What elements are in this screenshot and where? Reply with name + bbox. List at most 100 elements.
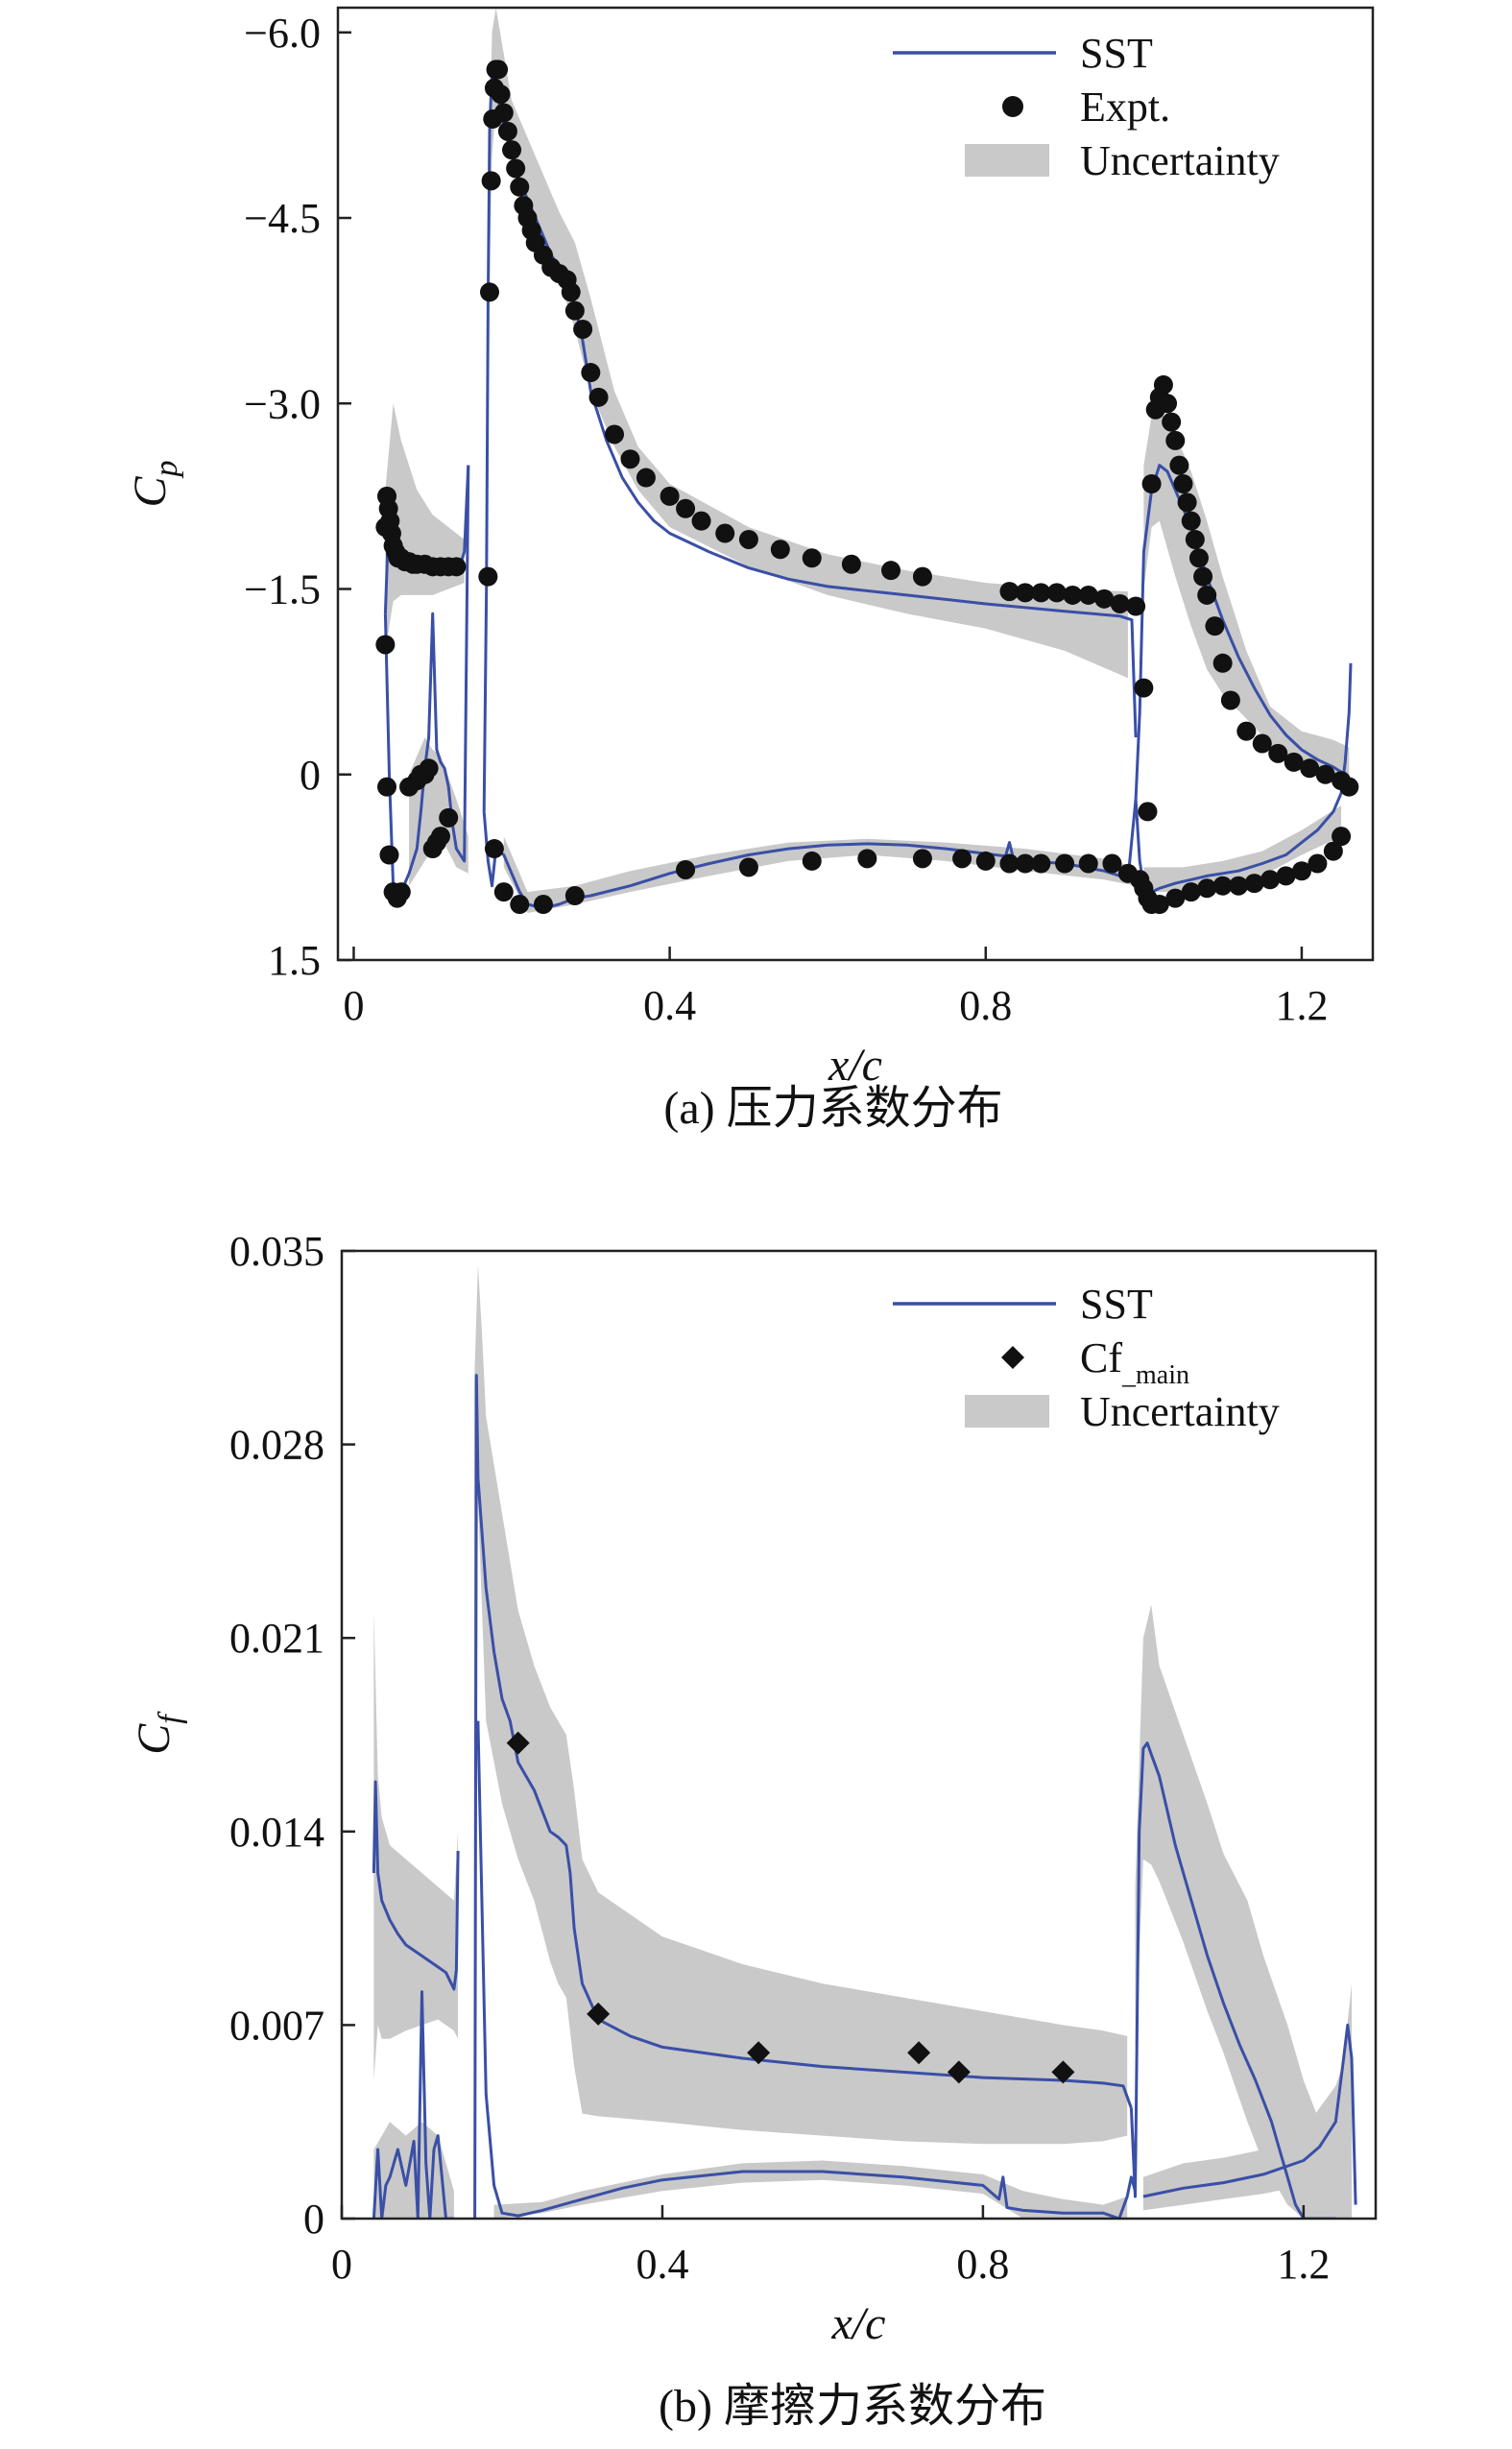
expt-point (1063, 585, 1083, 605)
expt-point (375, 635, 396, 655)
expt-point (1300, 758, 1320, 779)
expt-point (1212, 876, 1233, 896)
expt-point (841, 554, 861, 574)
x-tick-label: 1.2 (1275, 982, 1328, 1029)
sst-line-segment-2 (482, 67, 1138, 812)
legend-expt-swatch (1002, 96, 1023, 117)
x-tick-label: 0.8 (959, 982, 1012, 1029)
expt-point (676, 498, 696, 518)
expt-point (419, 758, 439, 779)
y-tick-label: −6.0 (244, 10, 321, 57)
cf-main-point (587, 2002, 611, 2026)
expt-point (506, 158, 526, 179)
expt-point (802, 851, 822, 871)
sst-line-segment-3 (476, 1720, 1137, 2219)
expt-point (1220, 690, 1240, 710)
expt-point (497, 121, 517, 141)
expt-point (1015, 853, 1035, 874)
expt-point (1185, 529, 1205, 549)
expt-point (1158, 394, 1178, 414)
y-axis-label-sub: f (153, 1711, 188, 1724)
expt-point (1291, 861, 1311, 881)
expt-point (489, 60, 509, 80)
legend-label-text: Cf (1080, 1334, 1122, 1381)
legend-label: SST (1080, 1281, 1153, 1328)
expt-point (1165, 430, 1186, 450)
expt-point (1141, 474, 1162, 493)
y-axis-label-sub: p (149, 460, 184, 478)
cf-main-point (506, 1731, 530, 1755)
sst-line-segment-2 (473, 1374, 1133, 2219)
expt-point (1276, 866, 1296, 886)
expt-point (1181, 511, 1201, 531)
expt-point (1153, 374, 1173, 395)
expt-point (391, 882, 411, 902)
y-tick-label: 1.5 (268, 937, 321, 984)
y-tick-label: 0 (300, 752, 321, 799)
expt-point (446, 557, 467, 577)
uncertainty-band-3 (503, 836, 1137, 913)
expt-point (1197, 878, 1217, 899)
expt-point (1162, 412, 1182, 432)
legend-label-sub: _main (1121, 1360, 1189, 1390)
expt-point (588, 387, 609, 407)
expt-point (676, 859, 696, 879)
legend-label-text: SST (1080, 30, 1153, 77)
y-tick-label: 0.007 (229, 2002, 324, 2049)
expt-point (975, 851, 996, 871)
expt-point (533, 895, 553, 915)
x-axis-label: x/c (828, 1040, 882, 1091)
legend-label: Uncertainty (1080, 1388, 1280, 1435)
x-axis-label: x/c (831, 2298, 886, 2349)
legend-label-text: Expt. (1080, 84, 1170, 131)
y-axis-label: Cf (129, 1711, 188, 1755)
cf-main-point (947, 2060, 971, 2084)
expt-point (510, 895, 530, 915)
cf-main-point (1051, 2060, 1075, 2084)
expt-point (478, 566, 498, 587)
expt-point (1268, 743, 1288, 763)
legend-label-text: SST (1080, 1281, 1153, 1328)
expt-point (999, 582, 1020, 602)
expt-point (770, 540, 790, 560)
expt-point (1173, 474, 1193, 493)
y-axis-label: Cp (125, 460, 184, 507)
expt-point (510, 177, 530, 197)
expt-point (1260, 870, 1281, 890)
expt-point (1110, 593, 1130, 613)
legend-label: SST (1080, 30, 1153, 77)
expt-point (479, 282, 499, 302)
expt-point (1229, 876, 1249, 896)
expt-point (1197, 585, 1217, 605)
chart-cp: 0 0.4 0.8 1.2 −6.0 −4.5 −3.0 −1.5 0 1.5 x/c Cp SST Ex… (125, 6, 1375, 1134)
expt-point (493, 103, 514, 123)
expt-point (1169, 455, 1189, 475)
x-tick-label: 0.4 (643, 982, 696, 1029)
expt-point (738, 857, 758, 877)
expt-point (1205, 616, 1225, 636)
expt-point (481, 171, 501, 191)
chart-caption: (b) 摩擦力系数分布 (659, 2381, 1046, 2432)
expt-point (1284, 752, 1304, 772)
plot-area (372, 1264, 1357, 2219)
expt-point (1165, 888, 1186, 908)
expt-point (491, 84, 511, 105)
expt-point (1308, 853, 1328, 874)
expt-point (857, 849, 877, 869)
expt-point (1252, 733, 1272, 754)
expt-point (561, 282, 581, 302)
uncertainty-band-5 (1143, 805, 1342, 893)
plot-frame (340, 1249, 1378, 2221)
plot-area (375, 8, 1359, 915)
legend-label: Uncertainty (1080, 137, 1280, 184)
expt-point (1046, 583, 1067, 603)
expt-point (802, 548, 822, 568)
uncertainty-band-0 (385, 403, 465, 651)
expt-point (1149, 895, 1169, 915)
expt-point (564, 300, 585, 321)
expt-point (660, 486, 680, 506)
sst-line-segment-5 (1142, 2023, 1357, 2205)
x-tick-label: 0 (331, 2241, 352, 2288)
legend-label-text: Uncertainty (1080, 1388, 1280, 1435)
expt-point (691, 511, 711, 531)
